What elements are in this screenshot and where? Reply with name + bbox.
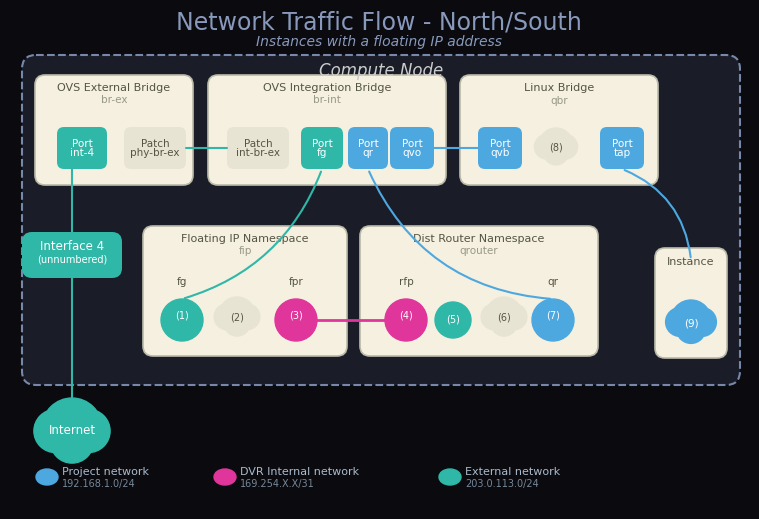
Text: qr: qr	[547, 277, 559, 287]
FancyBboxPatch shape	[478, 127, 522, 169]
Text: Port: Port	[357, 139, 379, 149]
Circle shape	[688, 308, 716, 336]
Text: tap: tap	[613, 148, 631, 158]
FancyBboxPatch shape	[301, 127, 343, 169]
Text: qbr: qbr	[550, 96, 568, 106]
FancyBboxPatch shape	[600, 127, 644, 169]
Circle shape	[234, 304, 260, 330]
Circle shape	[50, 420, 93, 463]
FancyBboxPatch shape	[143, 226, 347, 356]
Text: (9): (9)	[684, 318, 698, 328]
Text: (7): (7)	[546, 311, 560, 321]
Circle shape	[224, 310, 250, 336]
Text: Network Traffic Flow - North/South: Network Traffic Flow - North/South	[176, 10, 582, 34]
Circle shape	[671, 300, 711, 340]
Circle shape	[67, 409, 110, 453]
FancyBboxPatch shape	[227, 127, 289, 169]
Circle shape	[676, 315, 705, 344]
FancyBboxPatch shape	[124, 127, 186, 169]
Text: Internet: Internet	[49, 424, 96, 436]
Circle shape	[219, 297, 255, 333]
Text: Port: Port	[402, 139, 422, 149]
Text: fg: fg	[317, 148, 327, 158]
Text: OVS Integration Bridge: OVS Integration Bridge	[263, 83, 391, 93]
Text: Dist Router Namespace: Dist Router Namespace	[414, 234, 545, 244]
Text: Port: Port	[490, 139, 510, 149]
Text: OVS External Bridge: OVS External Bridge	[58, 83, 171, 93]
Circle shape	[532, 299, 574, 341]
Circle shape	[491, 310, 517, 336]
Text: 169.254.X.X/31: 169.254.X.X/31	[240, 479, 315, 489]
Text: Port: Port	[612, 139, 632, 149]
Circle shape	[214, 304, 240, 330]
Circle shape	[161, 299, 203, 341]
Circle shape	[553, 134, 578, 159]
Text: qr: qr	[363, 148, 373, 158]
Text: br-ex: br-ex	[101, 95, 128, 105]
Text: (6): (6)	[497, 313, 511, 323]
Text: int-br-ex: int-br-ex	[236, 148, 280, 158]
Text: Port: Port	[312, 139, 332, 149]
Text: Interface 4: Interface 4	[40, 239, 104, 253]
FancyBboxPatch shape	[57, 127, 107, 169]
Circle shape	[275, 299, 317, 341]
FancyBboxPatch shape	[22, 55, 740, 385]
Text: int-4: int-4	[70, 148, 94, 158]
Text: 192.168.1.0/24: 192.168.1.0/24	[62, 479, 136, 489]
Text: qrouter: qrouter	[460, 246, 499, 256]
Circle shape	[666, 308, 694, 336]
Text: (1): (1)	[175, 311, 189, 321]
FancyBboxPatch shape	[390, 127, 434, 169]
Text: qvb: qvb	[490, 148, 510, 158]
Text: (unnumbered): (unnumbered)	[37, 255, 107, 265]
Text: fg: fg	[177, 277, 187, 287]
Text: (3): (3)	[289, 311, 303, 321]
Text: Instances with a floating IP address: Instances with a floating IP address	[256, 35, 502, 49]
Text: Patch: Patch	[140, 139, 169, 149]
Text: (8): (8)	[549, 143, 563, 153]
Text: Floating IP Namespace: Floating IP Namespace	[181, 234, 309, 244]
Text: fip: fip	[238, 246, 252, 256]
Text: Port: Port	[71, 139, 93, 149]
Circle shape	[435, 302, 471, 338]
Text: rfp: rfp	[398, 277, 414, 287]
Circle shape	[486, 297, 522, 333]
Text: (5): (5)	[446, 315, 460, 325]
Ellipse shape	[439, 469, 461, 485]
Text: DVR Internal network: DVR Internal network	[240, 467, 359, 477]
Text: Linux Bridge: Linux Bridge	[524, 83, 594, 93]
Text: phy-br-ex: phy-br-ex	[131, 148, 180, 158]
Circle shape	[543, 141, 568, 165]
Text: fpr: fpr	[288, 277, 304, 287]
Circle shape	[34, 409, 77, 453]
FancyBboxPatch shape	[22, 232, 122, 278]
Circle shape	[539, 128, 573, 162]
Text: Project network: Project network	[62, 467, 149, 477]
FancyBboxPatch shape	[460, 75, 658, 185]
Circle shape	[481, 304, 507, 330]
Ellipse shape	[214, 469, 236, 485]
Text: Compute Node: Compute Node	[319, 62, 443, 80]
Text: br-int: br-int	[313, 95, 341, 105]
FancyBboxPatch shape	[360, 226, 598, 356]
Ellipse shape	[36, 469, 58, 485]
Text: (4): (4)	[399, 311, 413, 321]
Circle shape	[501, 304, 527, 330]
Text: (2): (2)	[230, 313, 244, 323]
Circle shape	[385, 299, 427, 341]
Text: qvo: qvo	[402, 148, 421, 158]
Text: Patch: Patch	[244, 139, 272, 149]
FancyBboxPatch shape	[35, 75, 193, 185]
FancyBboxPatch shape	[655, 248, 727, 358]
FancyBboxPatch shape	[208, 75, 446, 185]
Text: External network: External network	[465, 467, 560, 477]
Circle shape	[42, 398, 102, 458]
FancyBboxPatch shape	[348, 127, 388, 169]
Text: 203.0.113.0/24: 203.0.113.0/24	[465, 479, 539, 489]
Circle shape	[534, 134, 559, 159]
Text: Instance: Instance	[667, 257, 715, 267]
